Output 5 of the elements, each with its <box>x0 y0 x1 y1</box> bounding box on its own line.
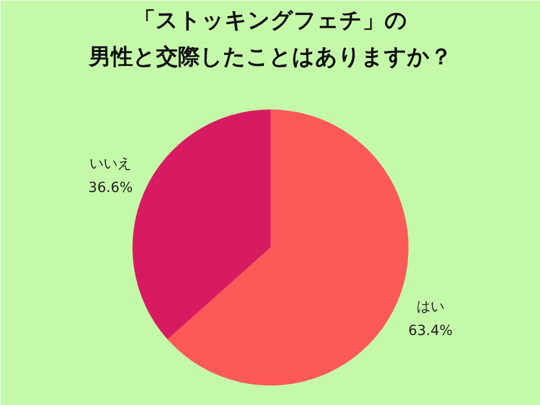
data-label: 36.6% <box>88 180 133 196</box>
chart-title: 「ストッキングフェチ」の男性と交際したことはありますか？ <box>88 8 452 70</box>
slice-label: いいえ <box>90 156 132 172</box>
data-label: 63.4% <box>408 323 453 340</box>
slice-label: はい <box>416 299 444 316</box>
